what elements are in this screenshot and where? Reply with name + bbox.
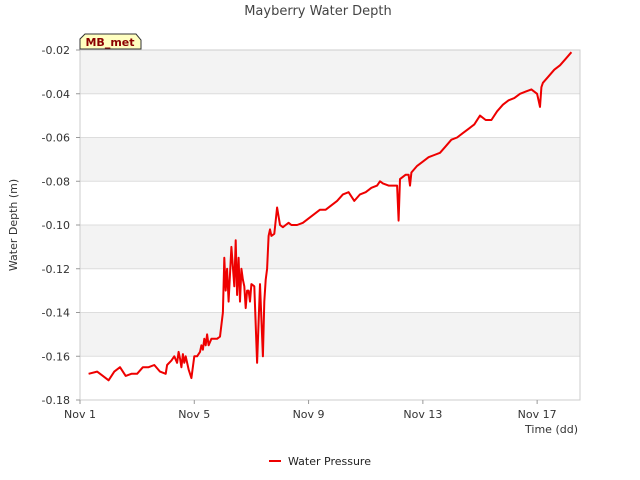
station-badge: MB_met [79, 33, 142, 50]
legend: Water Pressure [269, 455, 371, 468]
x-tick-label: Nov 1 [64, 408, 96, 421]
x-axis-label: Time (dd) [524, 423, 578, 436]
x-tick-label: Nov 5 [178, 408, 210, 421]
series-layer [88, 51, 573, 382]
series-line-water-pressure [88, 51, 573, 382]
y-tick-label: -0.16 [42, 350, 70, 363]
x-tick-label: Nov 13 [403, 408, 442, 421]
y-tick-label: -0.08 [42, 175, 70, 188]
plot-background-bands [80, 50, 580, 400]
background-band [80, 137, 580, 182]
station-badge-label: MB_met [85, 36, 134, 49]
background-band [80, 181, 580, 225]
station-badge-box [79, 33, 142, 50]
chart-title: Mayberry Water Depth [244, 4, 392, 19]
x-tick-label: Nov 9 [293, 408, 325, 421]
y-axis-ticks: -0.18 -0.16 -0.14 -0.12 -0.10 -0.08 -0.06 -0.04… [42, 44, 80, 407]
background-band [80, 356, 580, 400]
y-tick-label: -0.04 [42, 88, 70, 101]
background-band [80, 50, 580, 94]
background-band [80, 225, 580, 269]
x-tick-label: Nov 17 [518, 408, 557, 421]
y-tick-label: -0.02 [42, 44, 70, 57]
y-tick-label: -0.14 [42, 307, 70, 320]
legend-entry-water-pressure: Water Pressure [288, 455, 371, 468]
y-tick-label: -0.06 [42, 132, 70, 145]
y-axis-label: Water Depth (m) [7, 179, 20, 271]
background-band [80, 312, 580, 357]
y-tick-label: -0.18 [42, 394, 70, 407]
y-tick-label: -0.10 [42, 219, 70, 232]
y-tick-label: -0.12 [42, 263, 70, 276]
background-band [80, 268, 580, 313]
x-axis-ticks: Nov 1 Nov 5 Nov 9 Nov 13 Nov 17 [64, 400, 557, 421]
background-band [80, 93, 580, 138]
